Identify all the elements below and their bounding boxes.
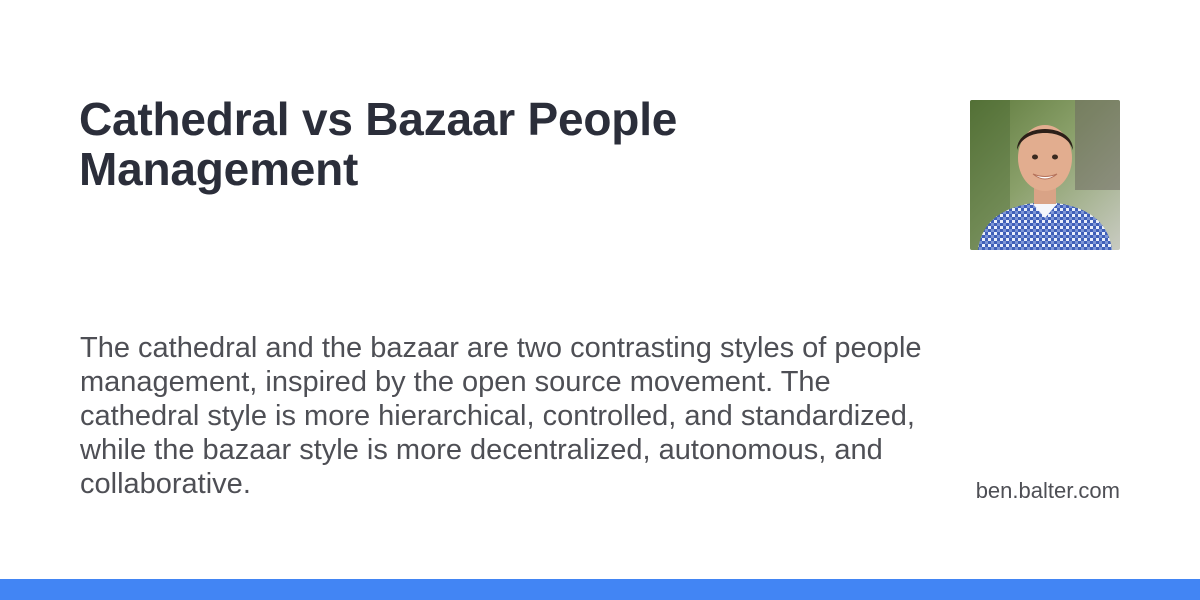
page-title: Cathedral vs Bazaar People Management — [79, 93, 678, 195]
author-photo-icon — [970, 100, 1120, 250]
author-avatar — [970, 100, 1120, 250]
page-description: The cathedral and the bazaar are two con… — [80, 332, 922, 500]
site-url: ben.balter.com — [975, 478, 1120, 503]
accent-bar — [0, 579, 1200, 600]
